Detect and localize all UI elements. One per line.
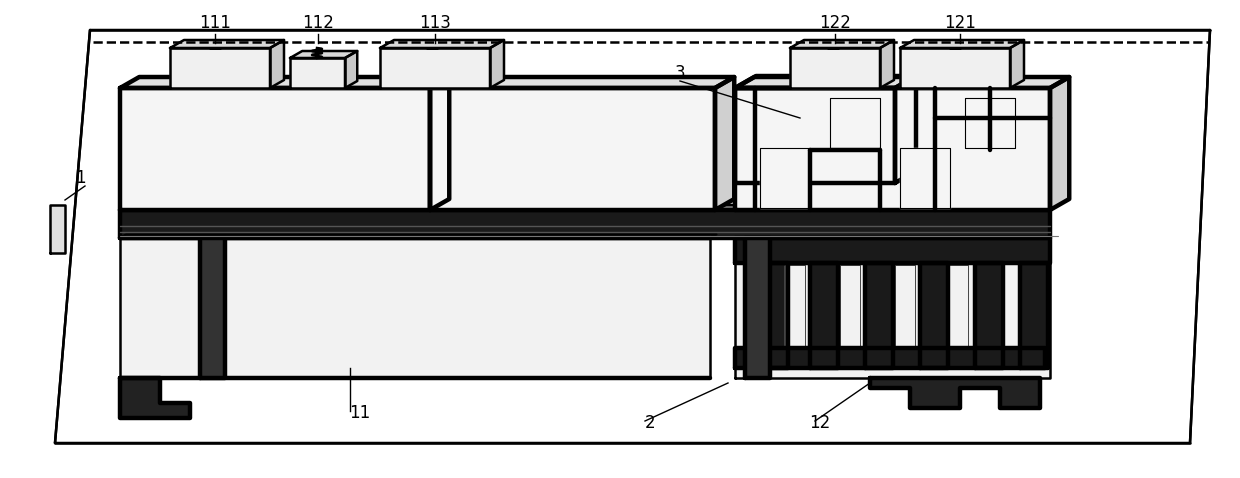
- Polygon shape: [170, 48, 270, 88]
- Polygon shape: [830, 98, 880, 148]
- Text: 111: 111: [200, 14, 231, 32]
- Polygon shape: [735, 88, 895, 183]
- Polygon shape: [790, 48, 880, 88]
- Polygon shape: [120, 378, 190, 418]
- Polygon shape: [975, 263, 1003, 368]
- Polygon shape: [200, 238, 224, 378]
- Text: 11: 11: [350, 404, 371, 422]
- Polygon shape: [895, 265, 915, 346]
- Polygon shape: [900, 148, 950, 208]
- Polygon shape: [735, 88, 1050, 210]
- Polygon shape: [1011, 40, 1024, 88]
- Polygon shape: [735, 238, 1050, 263]
- Polygon shape: [839, 265, 861, 346]
- Polygon shape: [920, 263, 949, 368]
- Polygon shape: [490, 40, 503, 88]
- Polygon shape: [949, 265, 968, 346]
- Text: 121: 121: [944, 14, 976, 32]
- Polygon shape: [870, 378, 1040, 408]
- Polygon shape: [120, 88, 430, 210]
- Polygon shape: [715, 77, 734, 210]
- Text: 3: 3: [675, 64, 686, 82]
- Text: 1: 1: [74, 169, 86, 187]
- Polygon shape: [760, 263, 787, 368]
- Polygon shape: [880, 40, 894, 88]
- Polygon shape: [379, 40, 503, 48]
- Polygon shape: [170, 40, 284, 48]
- Polygon shape: [745, 238, 770, 378]
- Polygon shape: [50, 205, 64, 253]
- Polygon shape: [1050, 77, 1069, 210]
- Polygon shape: [790, 40, 894, 48]
- Polygon shape: [735, 76, 916, 88]
- Polygon shape: [290, 51, 357, 58]
- Polygon shape: [345, 51, 357, 88]
- Polygon shape: [735, 348, 1045, 368]
- Polygon shape: [895, 76, 916, 183]
- Polygon shape: [735, 238, 1050, 378]
- Polygon shape: [785, 265, 805, 346]
- Polygon shape: [55, 30, 1210, 443]
- Text: 2: 2: [645, 414, 655, 432]
- Polygon shape: [965, 98, 1016, 148]
- Polygon shape: [735, 77, 1069, 88]
- Polygon shape: [120, 205, 1059, 210]
- Polygon shape: [430, 77, 734, 88]
- Polygon shape: [120, 238, 711, 378]
- Text: 122: 122: [820, 14, 851, 32]
- Text: 112: 112: [303, 14, 334, 32]
- Polygon shape: [900, 48, 1011, 88]
- Polygon shape: [379, 48, 490, 88]
- Polygon shape: [290, 58, 345, 88]
- Polygon shape: [760, 148, 810, 208]
- Polygon shape: [430, 77, 449, 210]
- Polygon shape: [810, 263, 838, 368]
- Polygon shape: [900, 40, 1024, 48]
- Text: 113: 113: [419, 14, 451, 32]
- Polygon shape: [430, 88, 715, 210]
- Polygon shape: [866, 263, 893, 368]
- Polygon shape: [120, 210, 1050, 238]
- Polygon shape: [120, 234, 717, 238]
- Polygon shape: [1021, 263, 1048, 368]
- Polygon shape: [270, 40, 284, 88]
- Polygon shape: [120, 77, 449, 88]
- Text: 12: 12: [810, 414, 831, 432]
